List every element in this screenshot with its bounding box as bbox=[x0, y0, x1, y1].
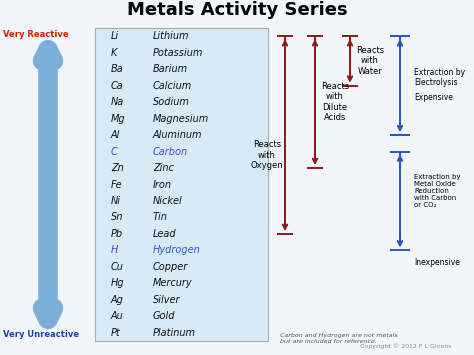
Text: Carbon and Hydrogen are not metals
but are included for reference.: Carbon and Hydrogen are not metals but a… bbox=[280, 333, 398, 344]
Text: Ni: Ni bbox=[111, 196, 121, 206]
Text: Extraction by
Electrolysis: Extraction by Electrolysis bbox=[414, 68, 465, 87]
Text: H: H bbox=[111, 245, 118, 255]
Text: Silver: Silver bbox=[153, 295, 181, 305]
Text: Ba: Ba bbox=[111, 64, 124, 74]
Text: Expensive: Expensive bbox=[414, 93, 453, 102]
Text: Barium: Barium bbox=[153, 64, 188, 74]
Text: Gold: Gold bbox=[153, 311, 175, 321]
Text: Ca: Ca bbox=[111, 81, 124, 91]
Text: Pb: Pb bbox=[111, 229, 123, 239]
Text: Platinum: Platinum bbox=[153, 328, 196, 338]
Text: Potassium: Potassium bbox=[153, 48, 203, 58]
Text: Copper: Copper bbox=[153, 262, 188, 272]
Text: Inexpensive: Inexpensive bbox=[414, 258, 460, 267]
Text: Cu: Cu bbox=[111, 262, 124, 272]
Text: Nickel: Nickel bbox=[153, 196, 183, 206]
Text: C: C bbox=[111, 147, 118, 157]
Text: Calcium: Calcium bbox=[153, 81, 192, 91]
Text: Metals Activity Series: Metals Activity Series bbox=[127, 1, 347, 19]
Text: Copyright © 2012 F L Givens: Copyright © 2012 F L Givens bbox=[360, 343, 452, 349]
Text: Zn: Zn bbox=[111, 163, 124, 173]
Text: Iron: Iron bbox=[153, 180, 172, 190]
Text: Extraction by
Metal Oxide
Reduction
with Carbon
or CO₂: Extraction by Metal Oxide Reduction with… bbox=[414, 174, 461, 208]
Text: Reacts
with
Water: Reacts with Water bbox=[356, 46, 384, 76]
Text: Hg: Hg bbox=[111, 278, 125, 288]
Text: Reacts
with
Oxygen: Reacts with Oxygen bbox=[251, 140, 283, 170]
Text: Zinc: Zinc bbox=[153, 163, 174, 173]
Text: Al: Al bbox=[111, 130, 120, 140]
Text: Au: Au bbox=[111, 311, 124, 321]
Text: Reacts
with
Dilute
Acids: Reacts with Dilute Acids bbox=[321, 82, 349, 122]
Text: Aluminum: Aluminum bbox=[153, 130, 202, 140]
Text: Lead: Lead bbox=[153, 229, 177, 239]
Text: Hydrogen: Hydrogen bbox=[153, 245, 201, 255]
Text: K: K bbox=[111, 48, 118, 58]
Text: Tin: Tin bbox=[153, 212, 168, 223]
Text: Sn: Sn bbox=[111, 212, 123, 223]
Text: Sodium: Sodium bbox=[153, 97, 190, 107]
Text: Very Reactive: Very Reactive bbox=[3, 30, 69, 39]
Text: Magnesium: Magnesium bbox=[153, 114, 209, 124]
Text: Lithium: Lithium bbox=[153, 31, 190, 41]
FancyBboxPatch shape bbox=[95, 28, 268, 341]
Text: Very Unreactive: Very Unreactive bbox=[3, 330, 79, 339]
Text: Na: Na bbox=[111, 97, 124, 107]
Text: Mercury: Mercury bbox=[153, 278, 192, 288]
Text: Pt: Pt bbox=[111, 328, 121, 338]
Text: Li: Li bbox=[111, 31, 119, 41]
Text: Carbon: Carbon bbox=[153, 147, 188, 157]
Text: Ag: Ag bbox=[111, 295, 124, 305]
Text: Mg: Mg bbox=[111, 114, 126, 124]
Text: Fe: Fe bbox=[111, 180, 123, 190]
